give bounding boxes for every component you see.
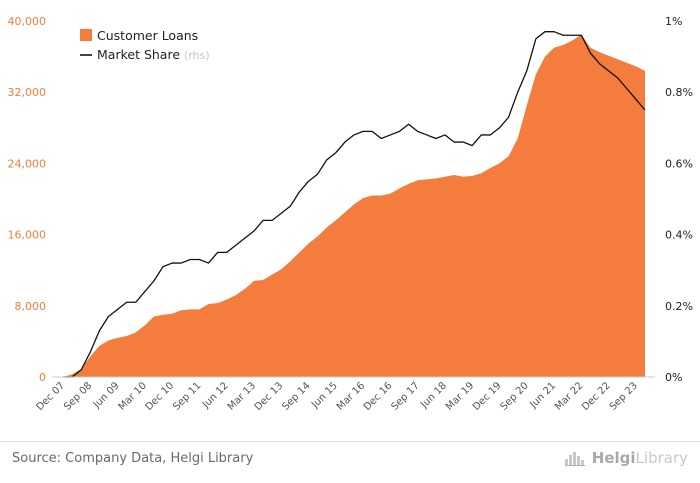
x-axis-tick-label: Sep 23 (608, 380, 640, 412)
x-axis-tick-label: Sep 08 (62, 380, 94, 412)
customer-loans-area (63, 34, 645, 377)
x-axis-tick-label: Sep 11 (171, 380, 203, 412)
brand-name-light: Library (635, 449, 688, 467)
right-axis-tick-label: 0.2% (665, 300, 693, 313)
market-share-line (63, 31, 646, 378)
right-axis-tick-label: 0.4% (665, 229, 693, 242)
right-axis-tick-label: 0.8% (665, 86, 693, 99)
left-axis-tick-label: 40,000 (8, 15, 47, 28)
right-axis-tick-label: 1% (665, 15, 682, 28)
left-axis-tick-label: 16,000 (8, 229, 47, 242)
right-axis-tick-label: 0% (665, 371, 682, 384)
x-axis-tick-label: Mar 10 (117, 380, 149, 412)
legend-rhs-note: (rhs) (184, 49, 210, 62)
source-note: Source: Company Data, Helgi Library (12, 451, 254, 466)
brand-logo: HelgiLibrary (564, 449, 688, 467)
x-axis-tick-label: Sep 20 (499, 380, 531, 412)
x-axis-tick-label: Dec 22 (580, 380, 613, 413)
left-axis-tick-label: 32,000 (8, 86, 47, 99)
x-axis-tick-label: Dec 19 (471, 380, 504, 413)
x-axis-tick-label: Dec 16 (362, 380, 395, 413)
left-axis-tick-label: 0 (39, 371, 46, 384)
legend-label-customer-loans: Customer Loans (97, 28, 198, 43)
right-axis-tick-label: 0.6% (665, 157, 693, 170)
x-axis-tick-label: Mar 19 (444, 380, 476, 412)
chart: 0 8,000 16,000 24,000 32,000 40,000 0% 0.2% 0.4… (8, 15, 693, 413)
left-axis-tick-label: 8,000 (15, 300, 47, 313)
x-axis-tick-label: Mar 13 (226, 380, 258, 412)
x-axis-tick-label: Sep 17 (389, 380, 421, 412)
legend: Customer Loans Market Share (rhs) (80, 28, 210, 62)
left-axis: 0 8,000 16,000 24,000 32,000 40,000 (8, 15, 47, 384)
x-axis-tick-label: Mar 22 (553, 380, 585, 412)
x-axis-tick-label: Mar 16 (335, 380, 367, 412)
brand-name-bold: Helgi (591, 449, 636, 467)
left-axis-tick-label: 24,000 (8, 157, 47, 170)
footer-divider (0, 441, 700, 442)
x-axis-tick-label: Dec 07 (34, 380, 67, 413)
brand-name: HelgiLibrary (592, 449, 688, 467)
legend-swatch-customer-loans (80, 29, 92, 41)
customer-loans-area-layer (63, 34, 645, 377)
market-share-line-layer (63, 31, 646, 378)
right-axis: 0% 0.2% 0.4% 0.6% 0.8% 1% (665, 15, 693, 384)
x-axis-tick-label: Dec 13 (253, 380, 286, 413)
x-axis-tick-label: Dec 10 (144, 380, 177, 413)
city-skyline-icon (564, 452, 585, 466)
x-axis-tick-label: Sep 14 (280, 380, 312, 412)
legend-label-market-share: Market Share (rhs) (97, 47, 210, 62)
